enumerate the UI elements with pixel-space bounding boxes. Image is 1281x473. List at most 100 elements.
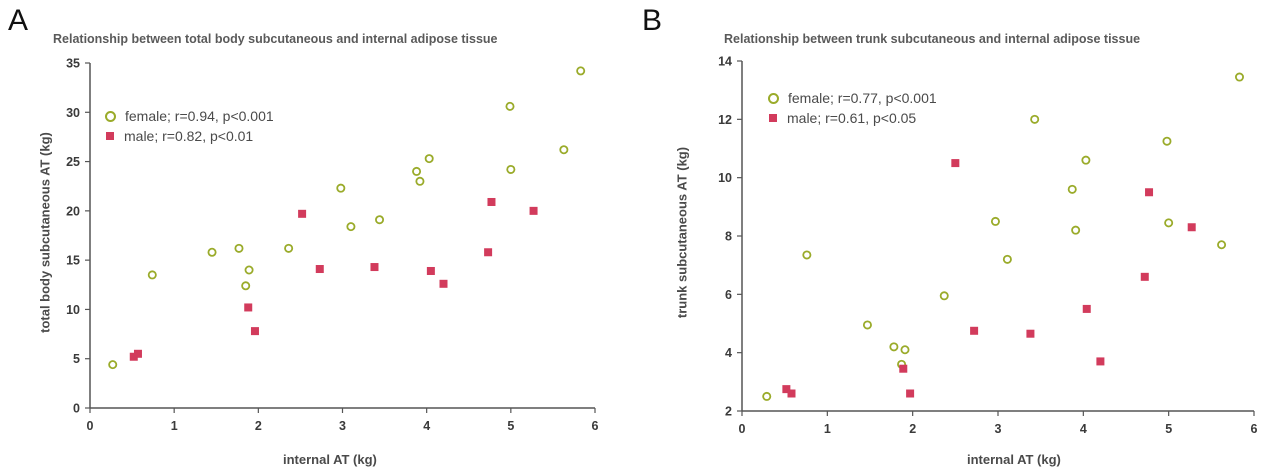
male-data-point — [250, 327, 259, 336]
legend-entry-male: male; r=0.82, p<0.01 — [105, 126, 274, 146]
male-data-point — [1082, 304, 1091, 313]
male-data-point — [484, 248, 493, 257]
legend-label: male; r=0.82, p<0.01 — [124, 128, 254, 144]
x-tick-label: 0 — [87, 419, 94, 433]
y-tick-label: 6 — [725, 288, 732, 302]
female-data-point — [862, 320, 872, 330]
female-data-point — [284, 243, 294, 253]
x-tick-label: 3 — [339, 419, 346, 433]
male-data-point — [906, 389, 915, 398]
male-data-point — [782, 385, 791, 394]
female-data-point — [1217, 240, 1227, 250]
female-data-point — [939, 291, 949, 301]
legend-entry-male: male; r=0.61, p<0.05 — [768, 108, 937, 128]
y-tick-label: 5 — [73, 352, 80, 366]
male-data-point — [529, 206, 538, 215]
male-data-point — [1096, 357, 1105, 366]
female-data-point — [207, 247, 217, 257]
scatter-plot-area: 0 1 2 3 4 5 6 0 5 10 15 20 25 30 35 — [66, 57, 598, 434]
chart-panel-b: B Relationship between trunk subcutaneou… — [641, 0, 1281, 473]
female-data-point — [505, 101, 515, 111]
panel-letter: A — [8, 4, 29, 37]
male-data-point — [899, 364, 908, 373]
x-tick-label: 5 — [1165, 422, 1172, 436]
male-data-point — [244, 303, 253, 312]
x-tick-label: 1 — [824, 422, 831, 436]
y-tick-label: 10 — [718, 171, 732, 185]
legend-label: female; r=0.77, p<0.001 — [788, 90, 937, 106]
x-tick-label: 4 — [423, 419, 430, 433]
panel-letter: B — [642, 4, 663, 37]
female-data-point — [1071, 225, 1081, 235]
legend-entry-female: female; r=0.94, p<0.001 — [105, 106, 274, 126]
chart-title: Relationship between trunk subcutaneous … — [724, 32, 1141, 46]
female-data-point — [1162, 136, 1172, 146]
male-data-point — [439, 279, 448, 288]
x-tick-label: 3 — [995, 422, 1002, 436]
female-data-point — [234, 243, 244, 253]
male-data-point — [970, 326, 979, 335]
female-data-point — [900, 345, 910, 355]
male-data-point — [787, 389, 796, 398]
female-data-point — [244, 265, 254, 275]
legend: female; r=0.77, p<0.001 male; r=0.61, p<… — [768, 88, 937, 128]
male-data-point — [426, 266, 435, 275]
legend-label: male; r=0.61, p<0.05 — [787, 110, 917, 126]
female-data-point — [1081, 155, 1091, 165]
legend: female; r=0.94, p<0.001 male; r=0.82, p<… — [105, 106, 274, 146]
male-data-point — [133, 349, 142, 358]
female-data-point — [375, 215, 385, 225]
y-tick-label: 35 — [66, 57, 80, 71]
male-data-point — [315, 265, 324, 274]
female-data-point — [147, 270, 157, 280]
y-tick-label: 2 — [725, 405, 732, 419]
female-data-point — [241, 281, 251, 291]
x-tick-label: 5 — [507, 419, 514, 433]
y-tick-label: 25 — [66, 155, 80, 169]
female-data-point — [1030, 114, 1040, 124]
male-data-point — [370, 263, 379, 272]
female-data-point — [346, 222, 356, 232]
male-data-point — [298, 209, 307, 218]
female-data-point — [762, 391, 772, 401]
x-tick-label: 1 — [171, 419, 178, 433]
chart-title: Relationship between total body subcutan… — [53, 32, 498, 46]
legend-label: female; r=0.94, p<0.001 — [125, 108, 274, 124]
x-tick-label: 2 — [255, 419, 262, 433]
female-data-point — [1067, 184, 1077, 194]
x-axis-label: internal AT (kg) — [967, 452, 1061, 467]
female-data-point — [889, 342, 899, 352]
male-data-point — [1187, 223, 1196, 232]
male-data-point — [1145, 188, 1154, 197]
x-tick-label: 4 — [1080, 422, 1087, 436]
x-tick-label: 6 — [1251, 422, 1258, 436]
male-data-point — [951, 159, 960, 168]
male-data-point — [487, 197, 496, 206]
male-data-point — [1140, 272, 1149, 281]
male-data-point — [129, 352, 138, 361]
female-data-point — [108, 360, 118, 370]
y-axis-label: total body subcutaneous AT (kg) — [37, 132, 53, 333]
y-tick-label: 4 — [725, 346, 732, 360]
female-data-point — [1002, 254, 1012, 264]
female-data-point — [559, 145, 569, 155]
filled-square-marker-icon — [769, 114, 777, 122]
female-data-point — [802, 250, 812, 260]
female-data-point — [1164, 218, 1174, 228]
chart-panel-a: A Relationship between total body subcut… — [0, 0, 640, 473]
x-axis-label: internal AT (kg) — [283, 452, 377, 467]
filled-square-marker-icon — [106, 132, 114, 140]
female-data-point — [990, 216, 1000, 226]
y-tick-label: 10 — [66, 303, 80, 317]
x-tick-label: 0 — [739, 422, 746, 436]
female-data-point — [336, 183, 346, 193]
x-tick-label: 2 — [909, 422, 916, 436]
y-tick-label: 30 — [66, 106, 80, 120]
female-data-point — [415, 176, 425, 186]
y-tick-label: 14 — [718, 55, 732, 69]
female-data-point — [576, 66, 586, 76]
y-tick-label: 8 — [725, 230, 732, 244]
female-data-point — [412, 166, 422, 176]
y-tick-label: 12 — [718, 113, 732, 127]
